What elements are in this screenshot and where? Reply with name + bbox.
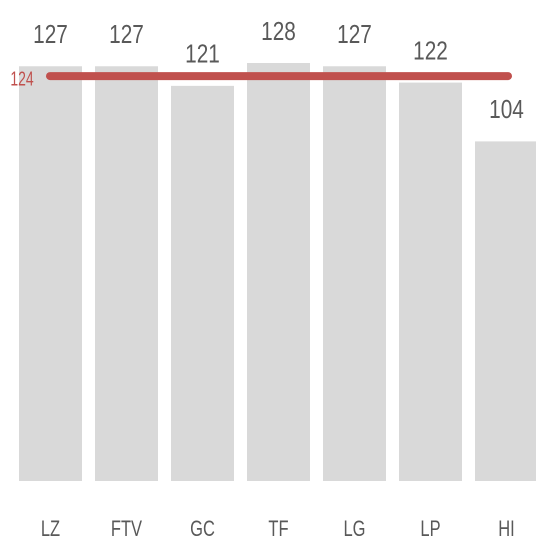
bar [323, 66, 386, 481]
reference-label: 124 [10, 67, 34, 90]
value-label: 121 [185, 40, 220, 69]
bar [475, 141, 536, 481]
value-label: 104 [489, 95, 524, 124]
value-label: 128 [261, 17, 296, 46]
x-tick-label: GC [190, 517, 215, 542]
bar [95, 66, 158, 481]
value-label: 127 [33, 20, 68, 49]
value-label: 127 [109, 20, 144, 49]
x-tick-label: LP [420, 517, 440, 542]
bar [19, 66, 82, 481]
x-tick-label: LG [343, 517, 365, 542]
bar [247, 63, 310, 481]
bar [171, 85, 234, 481]
x-tick-label: TF [268, 517, 288, 542]
value-label: 122 [413, 36, 448, 65]
x-tick-label: LZ [41, 517, 60, 542]
x-tick-label: HI [498, 517, 514, 542]
x-tick-label: FTV [111, 517, 142, 542]
value-label: 127 [337, 20, 372, 49]
bar [399, 82, 462, 481]
